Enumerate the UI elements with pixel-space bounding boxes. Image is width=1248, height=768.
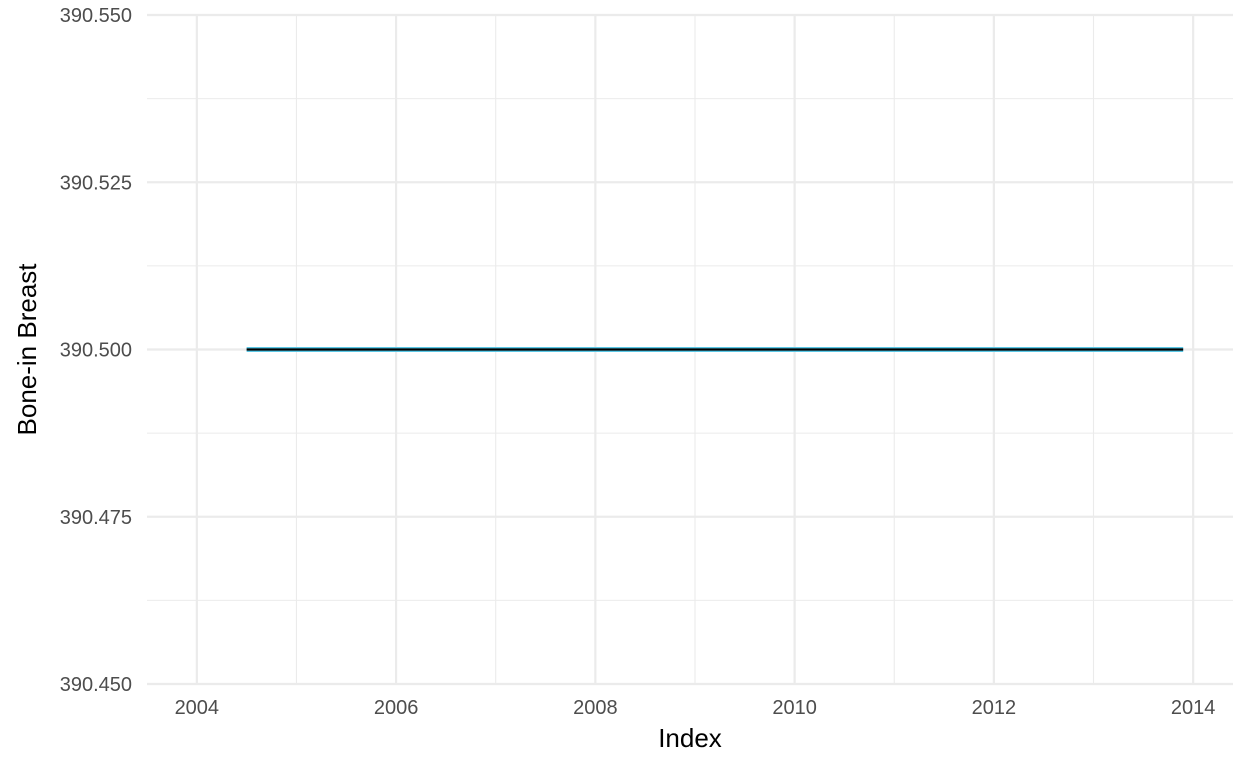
x-axis-title: Index (658, 723, 722, 753)
y-tick-label: 390.550 (60, 5, 132, 27)
y-axis-title: Bone-in Breast (12, 263, 42, 436)
x-tick-label: 2004 (175, 697, 220, 719)
x-axis-ticks: 2004 2006 2008 2010 2012 2014 (175, 697, 1216, 719)
y-tick-label: 390.500 (60, 340, 132, 362)
y-tick-label: 390.475 (60, 507, 132, 529)
x-tick-label: 2014 (1171, 697, 1216, 719)
x-tick-label: 2010 (772, 697, 817, 719)
y-tick-label: 390.525 (60, 172, 132, 194)
x-tick-label: 2012 (972, 697, 1017, 719)
y-tick-label: 390.450 (60, 674, 132, 696)
x-tick-label: 2006 (374, 697, 419, 719)
y-axis-ticks: 390.450 390.475 390.500 390.525 390.550 (60, 5, 132, 696)
x-tick-label: 2008 (573, 697, 618, 719)
